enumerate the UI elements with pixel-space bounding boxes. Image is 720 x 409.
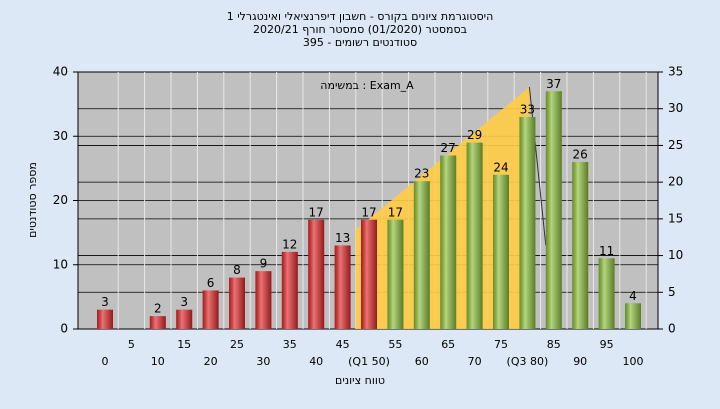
bar-shade — [255, 271, 272, 329]
title-line: היסטוגרמת ציונים בקורס - חשבון דיפרנציאל… — [227, 10, 494, 23]
bar-shade — [361, 219, 377, 329]
value-label: 6 — [207, 276, 215, 290]
x-tick-label: 60 — [415, 355, 429, 368]
bar-shade — [440, 155, 457, 329]
title-line: סטודנטים רשומים - 395 — [303, 36, 417, 49]
y-tick-label: 30 — [53, 129, 68, 143]
bar-shade — [413, 181, 430, 329]
y2-tick-label: 5 — [668, 285, 676, 299]
annotation: במשימה : Exam_A — [320, 79, 414, 92]
bar-shade — [202, 290, 219, 329]
value-label: 33 — [520, 102, 535, 116]
value-label: 26 — [573, 147, 588, 161]
x-tick-label: 65 — [441, 338, 455, 351]
y2-tick-label: 20 — [668, 175, 683, 189]
bar-shade — [229, 277, 245, 329]
x-tick-label: 30 — [256, 355, 270, 368]
value-label: 24 — [493, 160, 508, 174]
x-tick-label: 45 — [336, 338, 350, 351]
bar-shade — [466, 142, 483, 329]
x-tick-label: 55 — [388, 338, 402, 351]
value-label: 13 — [335, 231, 350, 245]
value-label: 3 — [101, 295, 109, 309]
y2-tick-label: 30 — [668, 101, 683, 115]
value-label: 17 — [309, 205, 324, 219]
y-axis-label: מספר סטודנטים — [26, 162, 39, 238]
value-label: 17 — [388, 205, 403, 219]
bar-shade — [493, 174, 509, 329]
x-tick-label: 75 — [494, 338, 508, 351]
bar-shade — [519, 116, 536, 329]
y-tick-label: 10 — [53, 257, 68, 271]
x-tick-label: 5 — [128, 338, 135, 351]
value-label: 8 — [233, 263, 241, 277]
x-tick-label: (Q3 80) — [507, 355, 549, 368]
quartile-line — [528, 86, 547, 246]
x-tick-label: 40 — [309, 355, 323, 368]
x-tick-label: 20 — [204, 355, 218, 368]
bar-shade — [387, 219, 404, 329]
x-tick-label: 25 — [230, 338, 244, 351]
value-label: 23 — [414, 167, 429, 181]
bar-shade — [625, 303, 641, 329]
x-tick-label: 70 — [468, 355, 482, 368]
value-label: 2 — [154, 302, 162, 316]
bar-shade — [572, 161, 589, 329]
value-label: 9 — [260, 257, 268, 271]
y-tick-label: 20 — [53, 193, 68, 207]
title-line: בסמסטר (01/2020) סמסטר חורף 2020/21 — [253, 23, 467, 36]
x-tick-label: 85 — [547, 338, 561, 351]
bar-shade — [308, 219, 325, 329]
value-label: 27 — [441, 141, 456, 155]
value-label: 4 — [629, 289, 637, 303]
y2-tick-label: 25 — [668, 138, 683, 152]
y-tick-label: 40 — [53, 65, 68, 79]
x-tick-label: 100 — [623, 355, 644, 368]
x-tick-label: 90 — [573, 355, 587, 368]
bar-shade — [545, 91, 562, 330]
x-tick-label: (Q1 50) — [348, 355, 390, 368]
x-tick-label: 15 — [177, 338, 191, 351]
bar-shade — [598, 258, 615, 329]
bar-shade — [176, 309, 193, 329]
y2-tick-label: 10 — [668, 248, 683, 262]
value-label: 11 — [599, 244, 614, 258]
y2-tick-label: 15 — [668, 211, 683, 225]
y2-tick-label: 0 — [668, 322, 676, 336]
x-tick-label: 10 — [151, 355, 165, 368]
bar-shade — [334, 245, 351, 329]
x-tick-label: 0 — [102, 355, 109, 368]
x-tick-label: 35 — [283, 338, 297, 351]
y-tick-label: 0 — [60, 322, 68, 336]
x-tick-label: 95 — [600, 338, 614, 351]
value-label: 3 — [180, 295, 188, 309]
x-axis-label: טווח ציונים — [335, 374, 385, 387]
value-label: 29 — [467, 128, 482, 142]
bar-shade — [281, 251, 298, 329]
y2-tick-label: 35 — [668, 65, 683, 79]
bar-shade — [149, 316, 166, 329]
value-label: 12 — [282, 237, 297, 251]
value-label: 17 — [361, 205, 376, 219]
bar-shade — [97, 309, 113, 329]
value-label: 37 — [546, 77, 561, 91]
